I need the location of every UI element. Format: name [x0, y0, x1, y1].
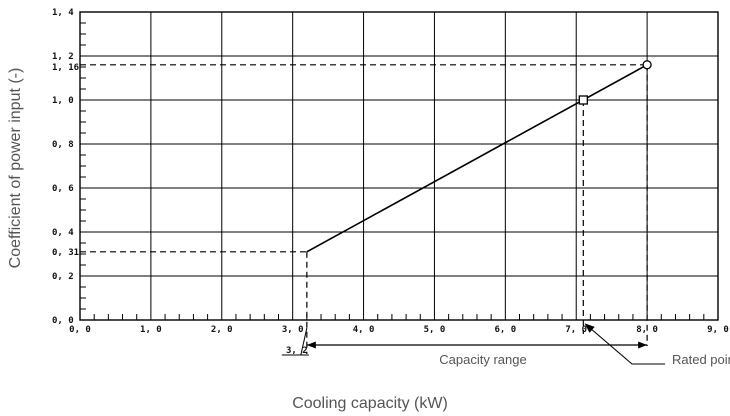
x-tick-label: 6, 0 [494, 325, 516, 335]
y-tick-label-extra: 1, 16 [52, 63, 79, 73]
x-tick-label: 4, 0 [353, 325, 375, 335]
x-axis-label: Cooling capacity (kW) [292, 395, 448, 412]
x-tick-label-extra: 3, 2 [286, 346, 308, 356]
x-tick-label: 0, 0 [69, 325, 91, 335]
rated-point-leader [584, 323, 665, 365]
annotations: Capacity range 3, 2 Rated point [281, 323, 730, 367]
extra-x-leader [300, 327, 308, 356]
y-tick-label: 0, 4 [52, 228, 74, 238]
y-axis-label: Coefficient of power input (-) [7, 68, 24, 269]
plot-frame [79, 11, 719, 321]
rated-point-marker [578, 95, 588, 105]
grid [80, 12, 718, 320]
max-point-marker [642, 60, 652, 70]
y-tick-label: 0, 6 [52, 184, 74, 194]
y-tick-label: 1, 4 [52, 8, 74, 18]
dashed-guides [80, 64, 648, 354]
series-layer [306, 60, 652, 253]
capacity-range-label: Capacity range [439, 352, 526, 367]
y-tick-labels: 0, 0 0, 2 0, 4 0, 6 0, 8 1, 0 1, 2 1, 4 0, 31 1, … [52, 8, 79, 326]
minor-ticks [80, 22, 705, 320]
x-tick-label: 7, 0 [565, 325, 587, 335]
x-tick-label: 3, 0 [282, 325, 304, 335]
x-tick-label: 1, 0 [140, 325, 162, 335]
y-tick-label: 0, 2 [52, 272, 74, 282]
capacity-range-arrow-left [306, 341, 316, 349]
y-tick-label: 1, 2 [52, 52, 74, 62]
y-tick-label: 1, 0 [52, 96, 74, 106]
y-tick-label-extra: 0, 31 [52, 248, 79, 258]
x-tick-label: 2, 0 [211, 325, 233, 335]
x-tick-label: 5, 0 [424, 325, 446, 335]
rated-point-label: Rated point [672, 352, 730, 367]
y-tick-label: 0, 0 [52, 316, 74, 326]
series-line [306, 64, 648, 253]
y-tick-label: 0, 8 [52, 140, 74, 150]
x-tick-label: 9, 0 [707, 325, 729, 335]
x-tick-labels: 0, 0 1, 0 2, 0 3, 0 4, 0 5, 0 6, 0 7, 0 8, 0 9, 0 [69, 325, 729, 335]
capacity-range-arrow-right [638, 341, 648, 349]
